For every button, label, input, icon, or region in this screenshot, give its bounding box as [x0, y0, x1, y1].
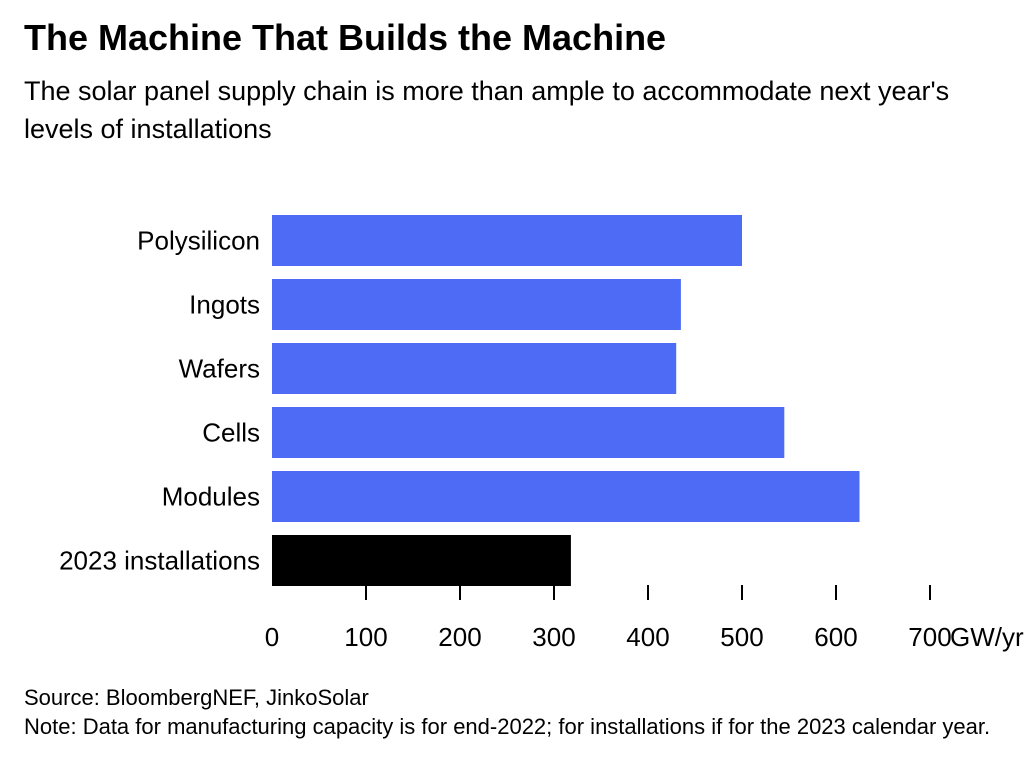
x-tick-label-0: 0: [265, 622, 279, 652]
bar-polysilicon: [272, 215, 742, 266]
source-note: Source: BloombergNEF, JinkoSolar: [24, 685, 369, 710]
bar-group: [272, 215, 860, 586]
category-label-modules: Modules: [162, 482, 260, 512]
x-tick-label-500: 500: [720, 622, 763, 652]
category-label-polysilicon: Polysilicon: [137, 226, 260, 256]
x-tick-label-300: 300: [532, 622, 575, 652]
category-label-ingots: Ingots: [189, 290, 260, 320]
category-labels: Polysilicon Ingots Wafers Cells Modules 2023 …: [59, 226, 260, 576]
chart-subtitle: The solar panel supply chain is more tha…: [24, 76, 950, 144]
category-label-cells: Cells: [202, 418, 260, 448]
x-axis-ticks: [365, 585, 931, 600]
category-label-2023-installations: 2023 installations: [59, 546, 260, 576]
bar-ingots: [272, 279, 681, 330]
bar-modules: [272, 471, 860, 522]
bar-wafers: [272, 343, 677, 394]
chart-title: The Machine That Builds the Machine: [24, 17, 667, 58]
category-label-wafers: Wafers: [179, 354, 260, 384]
x-tick-label-200: 200: [438, 622, 481, 652]
bar-chart: Polysilicon Ingots Wafers Cells Modules 2023 …: [59, 215, 1024, 652]
bar-2023-installations: [272, 535, 571, 586]
x-axis-tick-labels: 0 100 200 300 400 500 600 700: [265, 622, 952, 652]
x-axis-unit-label: GW/yr: [950, 622, 1024, 652]
chart-footer: Source: BloombergNEF, JinkoSolar Note: D…: [24, 683, 999, 741]
x-tick-label-100: 100: [344, 622, 387, 652]
data-note: Note: Data for manufacturing capacity is…: [24, 714, 991, 739]
x-tick-label-600: 600: [814, 622, 857, 652]
bar-cells: [272, 407, 785, 458]
x-tick-label-700: 700: [908, 622, 951, 652]
x-tick-label-400: 400: [626, 622, 669, 652]
